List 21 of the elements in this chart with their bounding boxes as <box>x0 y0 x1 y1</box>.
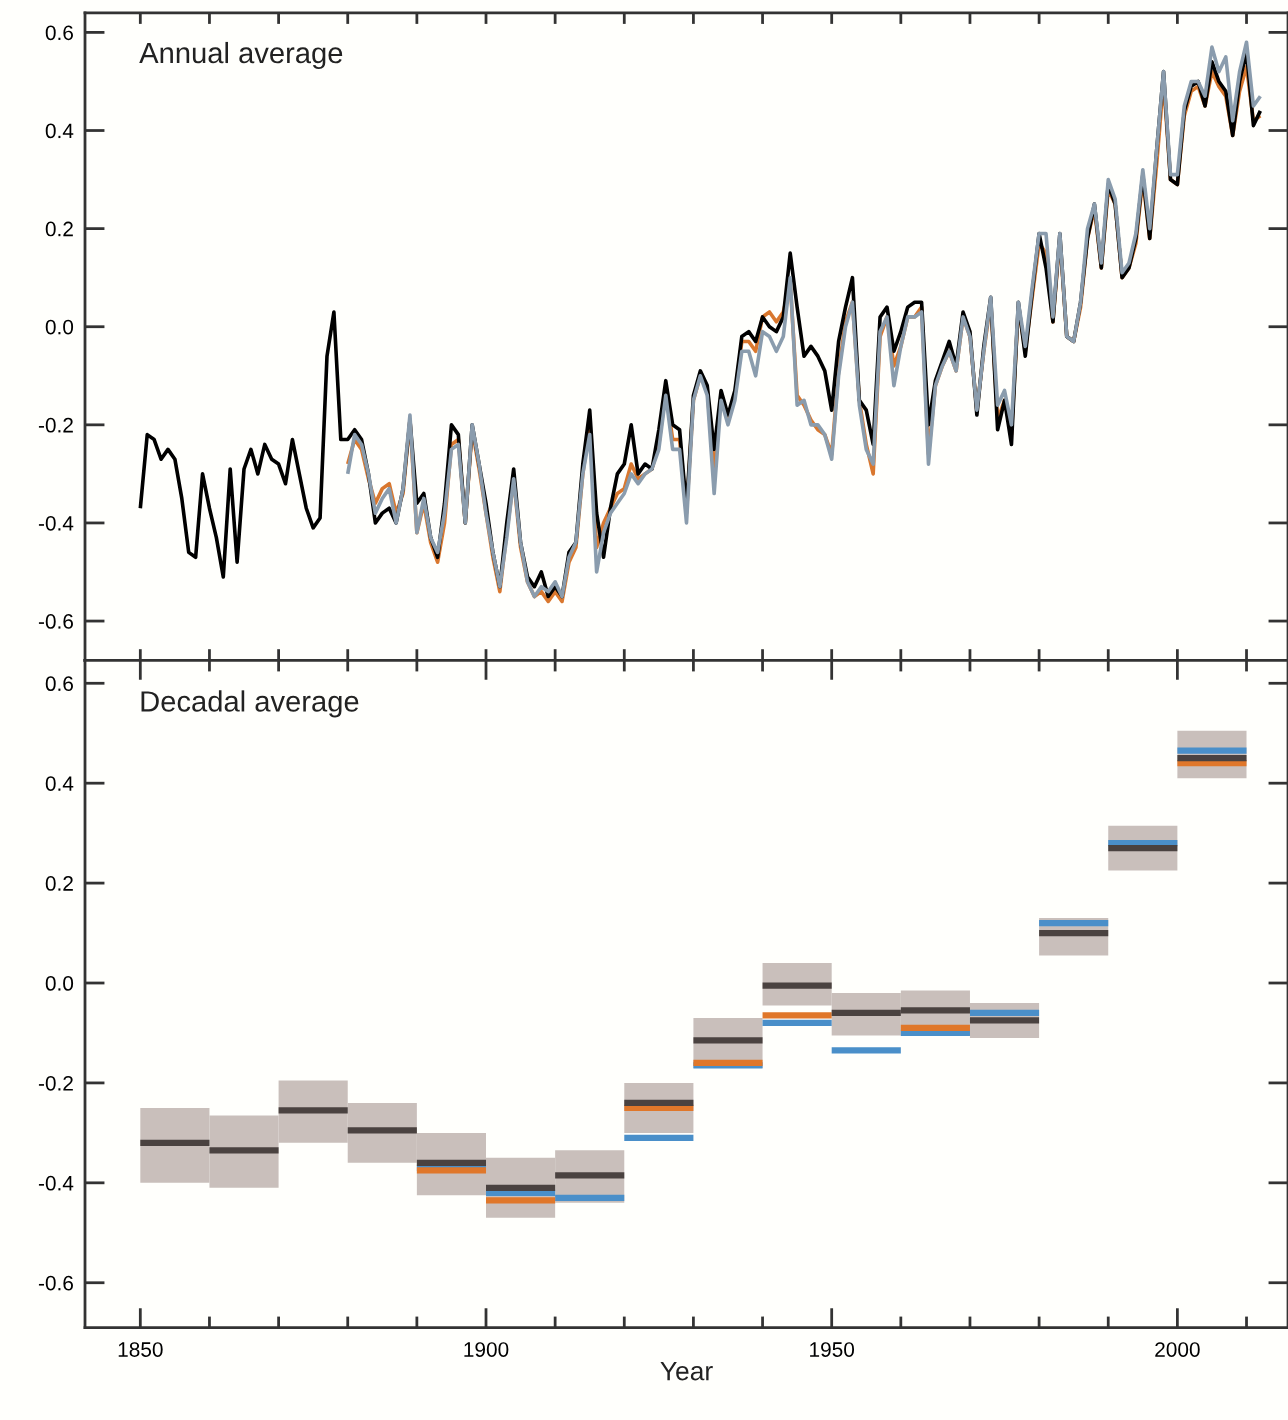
x-tick-label: 1900 <box>464 1342 509 1357</box>
y-tick-label: -0.6 <box>38 614 73 629</box>
y-tick-label: 0.0 <box>45 976 74 991</box>
y-tick-label: 0.4 <box>45 123 74 139</box>
y-tick-label: 0.0 <box>45 319 74 335</box>
y-tick-label: -0.4 <box>38 515 74 531</box>
x-tick-label: 2000 <box>1155 1342 1200 1357</box>
y-tick-label: 0.4 <box>45 776 74 791</box>
y-tick-label: -0.2 <box>38 1075 73 1091</box>
x-tick-label: 1950 <box>810 1342 855 1357</box>
y-tick-label: -0.4 <box>38 1175 74 1191</box>
y-tick-label: 0.6 <box>45 676 73 692</box>
y-tick-label: 0.6 <box>45 25 73 41</box>
y-tick-label: -0.2 <box>38 417 73 433</box>
x-axis-title: Year <box>660 1361 713 1381</box>
y-tick-label: 0.2 <box>45 221 73 237</box>
x-tick-label: 1850 <box>118 1342 163 1357</box>
text: Annual average <box>139 41 343 70</box>
y-tick-label: 0.2 <box>45 876 73 891</box>
text: Decadal average <box>141 690 359 718</box>
y-tick-label: -0.6 <box>38 1275 73 1291</box>
